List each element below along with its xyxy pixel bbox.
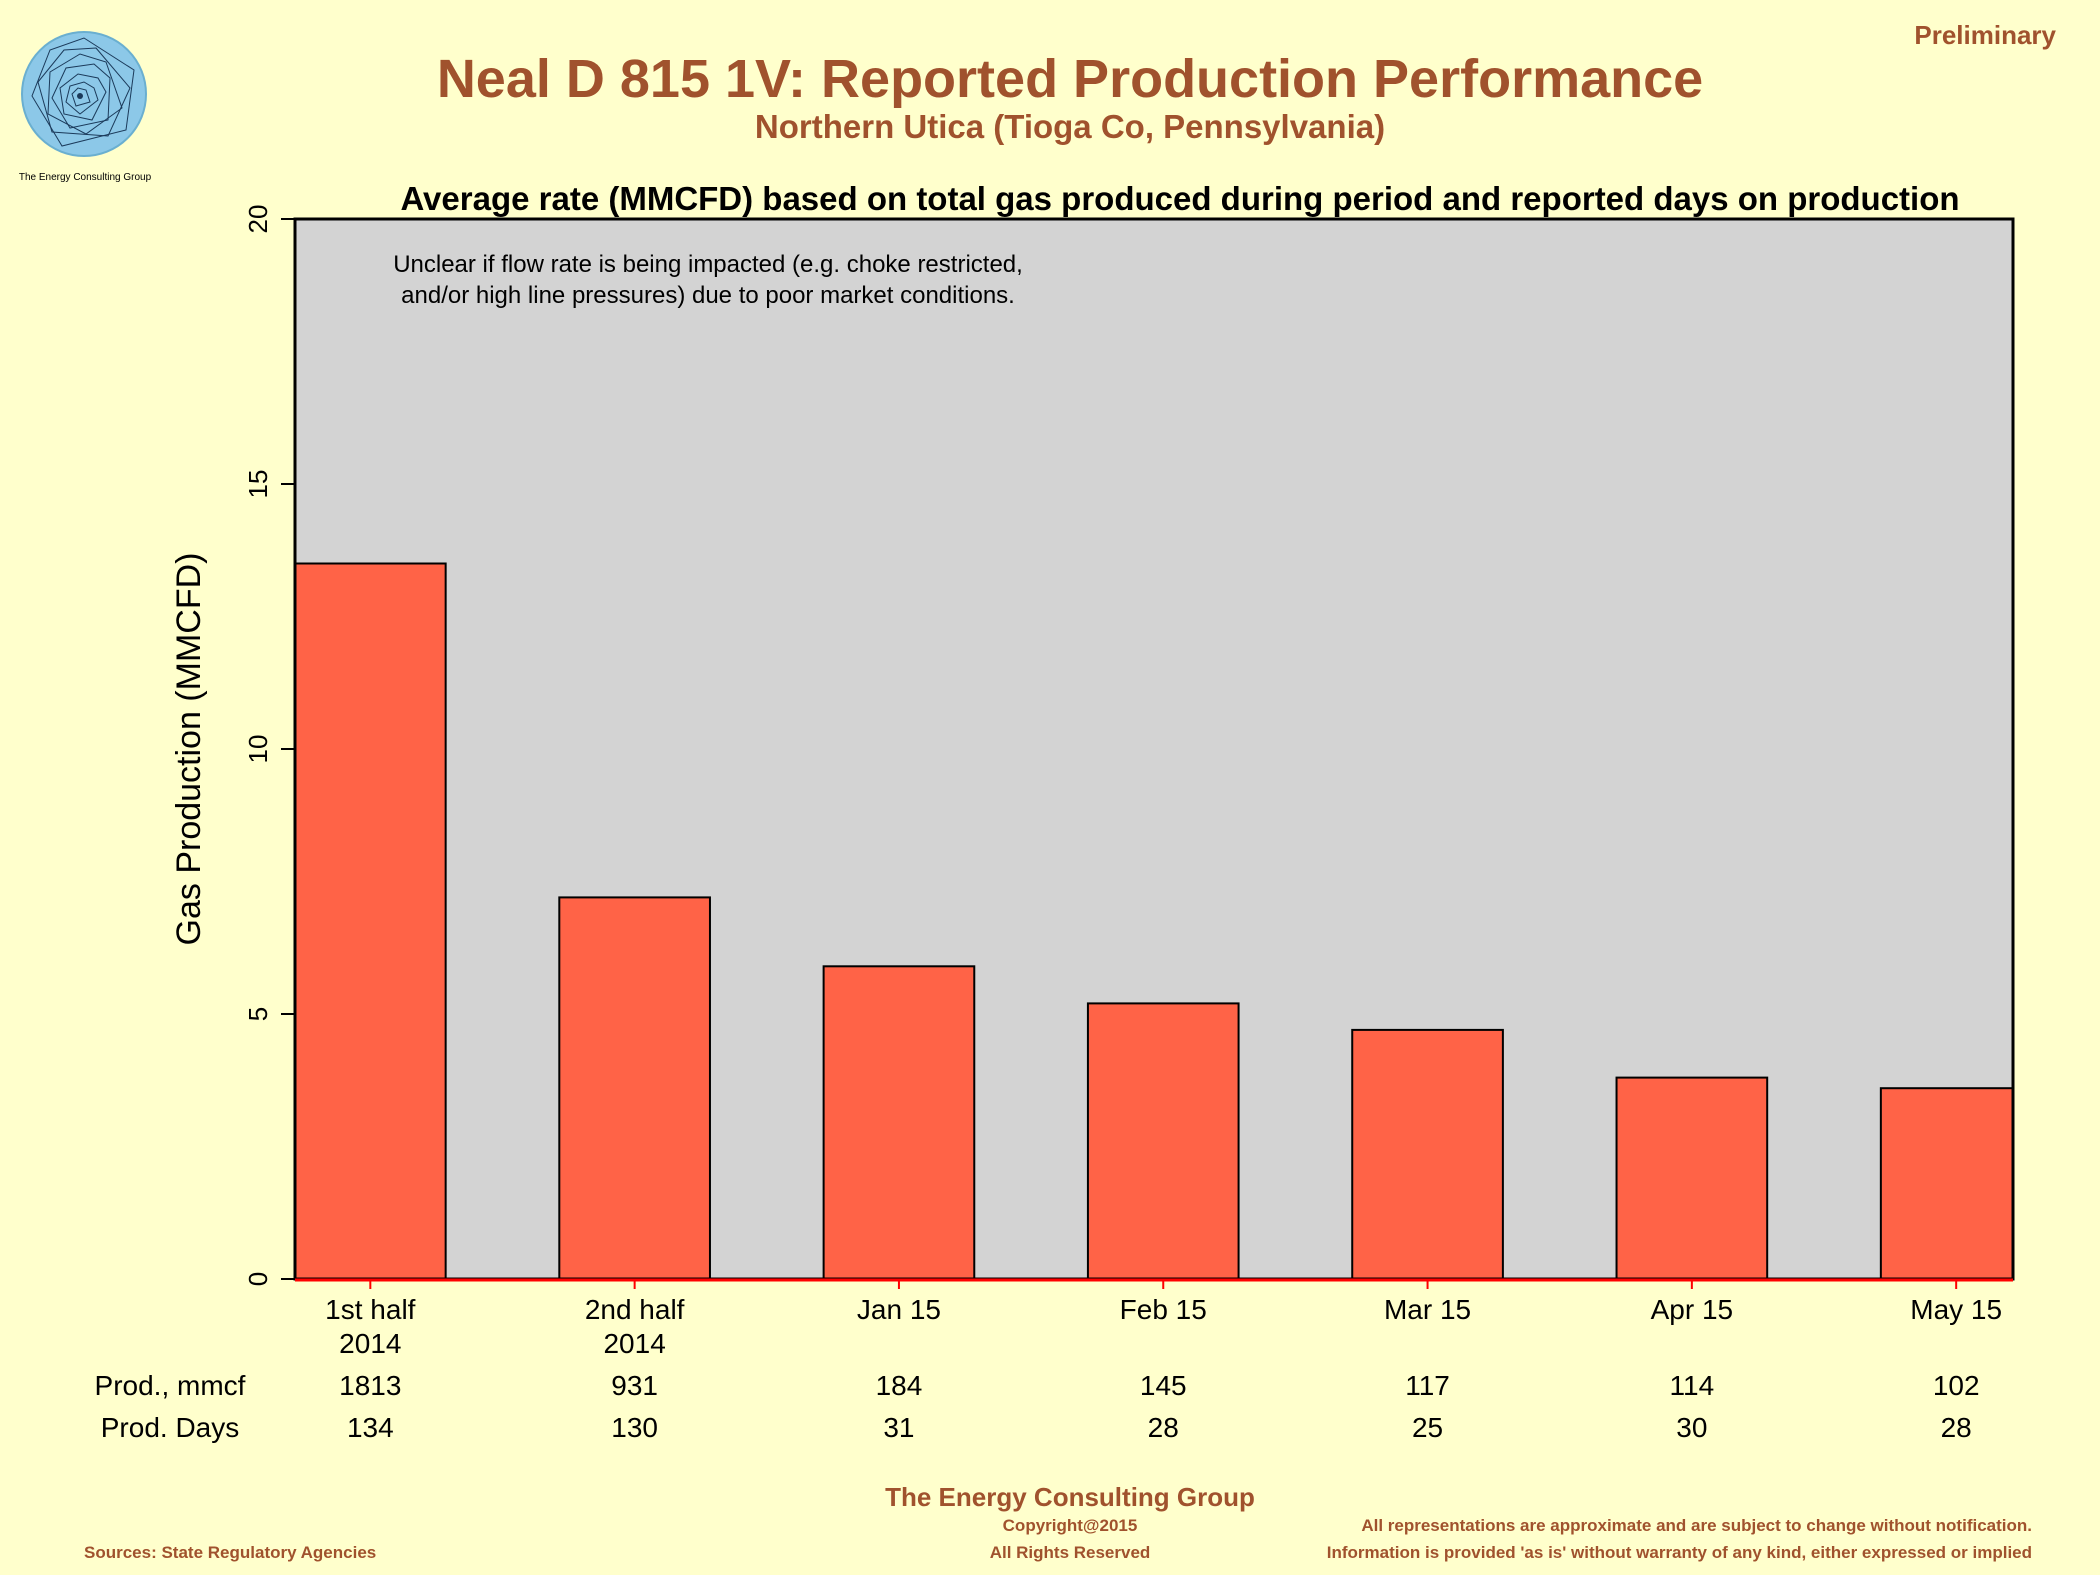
x-tick-label: 2nd half bbox=[585, 1294, 685, 1325]
bar-6 bbox=[1879, 1087, 2015, 1280]
page-title: Neal D 815 1V: Reported Production Perfo… bbox=[436, 49, 1704, 109]
spiral-logo-icon bbox=[21, 31, 147, 157]
x-tick-label: Mar 15 bbox=[1384, 1294, 1471, 1325]
x-tick-label: 2014 bbox=[339, 1328, 401, 1359]
chart-annotation: and/or high line pressures) due to poor … bbox=[401, 282, 1015, 309]
bar-4 bbox=[1351, 1028, 1504, 1281]
page-subtitle: Northern Utica (Tioga Co, Pennsylvania) bbox=[754, 108, 1386, 145]
table-cell: 130 bbox=[611, 1412, 658, 1443]
footer-rights: All Rights Reserved bbox=[989, 1543, 1151, 1562]
bar-1 bbox=[558, 896, 711, 1281]
company-logo bbox=[14, 22, 154, 192]
preliminary-label: Preliminary bbox=[1914, 20, 2056, 50]
x-tick-label: Apr 15 bbox=[1651, 1294, 1734, 1325]
x-tick-label: Feb 15 bbox=[1120, 1294, 1207, 1325]
table-cell: 30 bbox=[1676, 1412, 1708, 1443]
logo-caption: The Energy Consulting Group bbox=[18, 172, 152, 183]
footer-disclaimer-2: Information is provided 'as is' without … bbox=[1326, 1543, 2032, 1562]
x-tick-label: May 15 bbox=[1910, 1294, 2002, 1325]
table-row-label: Prod. Days bbox=[100, 1412, 240, 1443]
y-tick-label: 15 bbox=[243, 470, 273, 499]
x-tick-label: Jan 15 bbox=[857, 1294, 941, 1325]
y-tick-label: 20 bbox=[243, 205, 273, 234]
chart-annotation: Unclear if flow rate is being impacted (… bbox=[393, 251, 1023, 278]
y-axis-label: Gas Production (MMCFD) bbox=[170, 553, 208, 946]
x-tick-label: 1st half bbox=[325, 1294, 415, 1325]
bar-3 bbox=[1086, 1002, 1240, 1281]
table-cell: 28 bbox=[1147, 1412, 1179, 1443]
table-cell: 134 bbox=[346, 1412, 394, 1443]
table-cell: 102 bbox=[1932, 1370, 1980, 1401]
table-cell: 117 bbox=[1405, 1370, 1450, 1401]
table-cell: 931 bbox=[611, 1370, 658, 1401]
table-cell: 145 bbox=[1139, 1370, 1187, 1401]
bar-2 bbox=[822, 965, 976, 1280]
y-tick-label: 5 bbox=[243, 1007, 273, 1021]
table-row-label: Prod., mmcf bbox=[94, 1370, 246, 1401]
bar-5 bbox=[1615, 1076, 1769, 1280]
chart-title: Average rate (MMCFD) based on total gas … bbox=[400, 180, 1960, 217]
table-cell: 28 bbox=[1940, 1412, 1972, 1443]
footer-copyright: Copyright@2015 bbox=[1002, 1516, 1138, 1535]
table-cell: 25 bbox=[1411, 1412, 1444, 1443]
footer-sources: Sources: State Regulatory Agencies bbox=[84, 1543, 377, 1562]
table-cell: 184 bbox=[875, 1370, 923, 1401]
footer-disclaimer-1: All representations are approximate and … bbox=[1361, 1516, 2032, 1535]
y-tick-label: 10 bbox=[243, 735, 273, 764]
bar-0 bbox=[294, 562, 447, 1280]
table-cell: 114 bbox=[1669, 1370, 1715, 1401]
table-cell: 1813 bbox=[339, 1370, 402, 1401]
y-tick-label: 0 bbox=[243, 1272, 273, 1286]
footer-org: The Energy Consulting Group bbox=[885, 1482, 1255, 1512]
x-tick-label: 2014 bbox=[603, 1328, 665, 1359]
table-cell: 31 bbox=[883, 1412, 915, 1443]
